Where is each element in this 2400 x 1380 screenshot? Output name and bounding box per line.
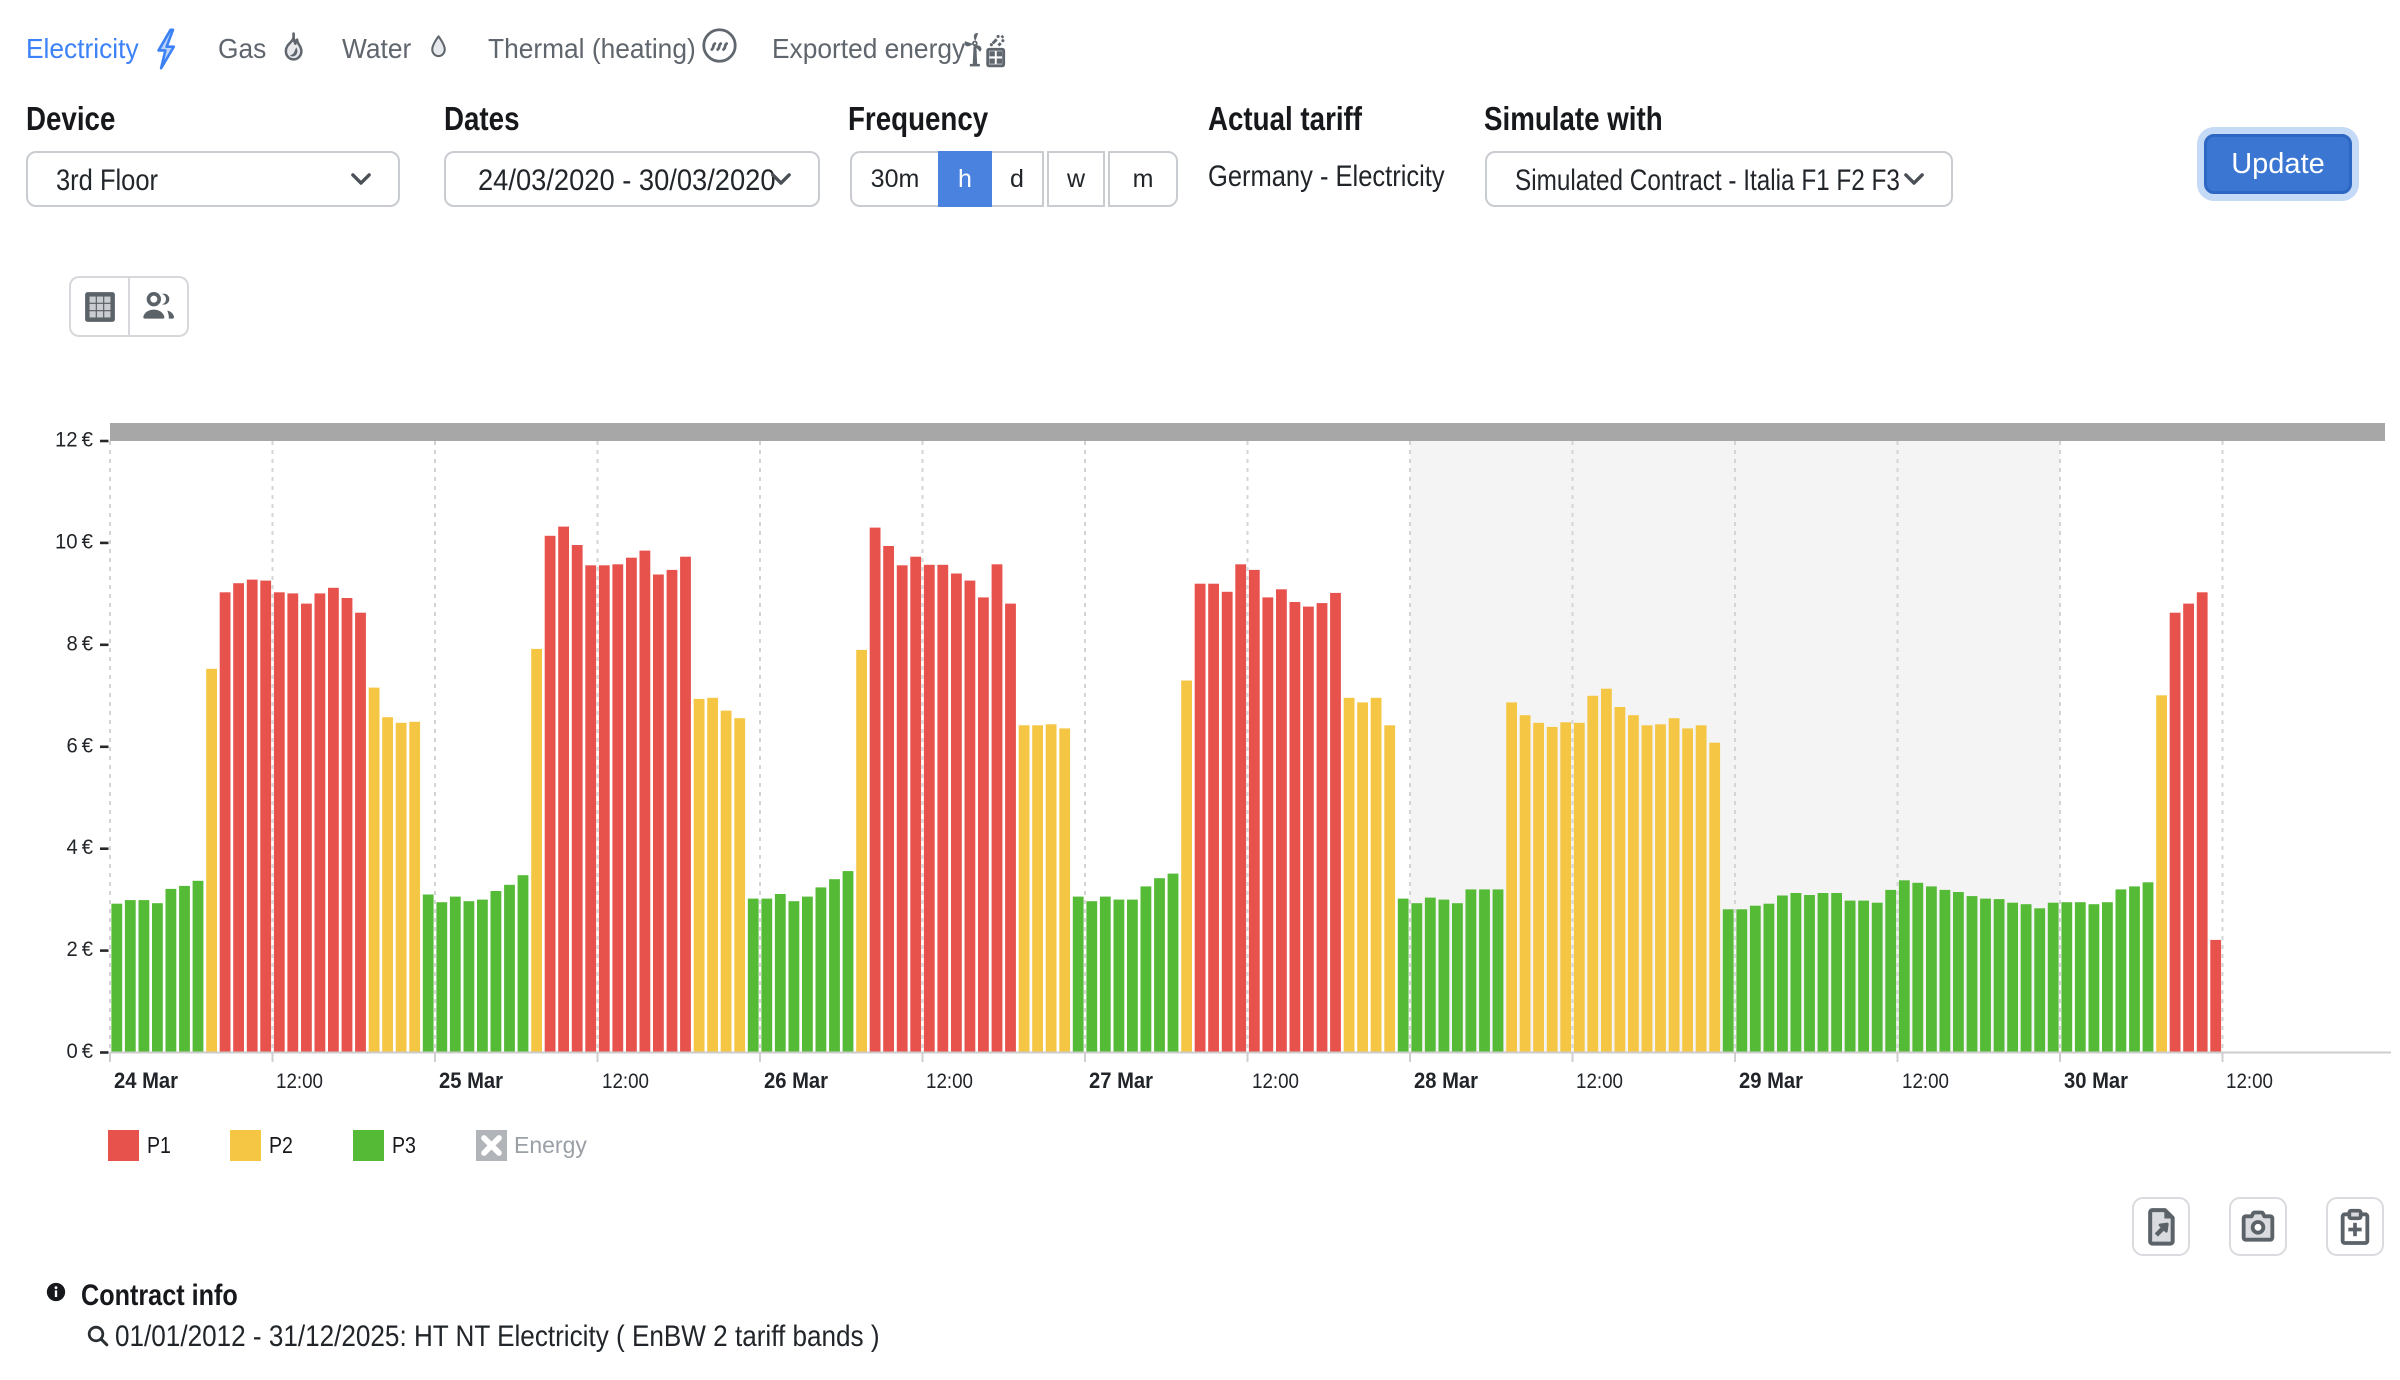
svg-text:10 €: 10 € <box>55 529 93 553</box>
svg-text:30 Mar: 30 Mar <box>2064 1068 2128 1093</box>
svg-text:12:00: 12:00 <box>1902 1070 1949 1093</box>
svg-text:8 €: 8 € <box>67 631 94 655</box>
svg-text:12 €: 12 € <box>55 428 93 452</box>
svg-text:29 Mar: 29 Mar <box>1739 1068 1803 1093</box>
svg-text:6 €: 6 € <box>67 733 94 757</box>
svg-text:12:00: 12:00 <box>926 1070 973 1093</box>
svg-text:12:00: 12:00 <box>602 1070 649 1093</box>
svg-text:26 Mar: 26 Mar <box>764 1068 828 1093</box>
svg-text:0 €: 0 € <box>67 1039 94 1063</box>
svg-text:12:00: 12:00 <box>1252 1070 1299 1093</box>
svg-text:28 Mar: 28 Mar <box>1414 1068 1478 1093</box>
svg-text:27 Mar: 27 Mar <box>1089 1068 1153 1093</box>
svg-text:12:00: 12:00 <box>276 1070 323 1093</box>
svg-text:24 Mar: 24 Mar <box>114 1068 178 1093</box>
svg-text:2 €: 2 € <box>67 937 94 961</box>
svg-text:12:00: 12:00 <box>1576 1070 1623 1093</box>
svg-text:4 €: 4 € <box>67 835 94 859</box>
svg-text:25 Mar: 25 Mar <box>439 1068 503 1093</box>
svg-text:12:00: 12:00 <box>2226 1070 2273 1093</box>
